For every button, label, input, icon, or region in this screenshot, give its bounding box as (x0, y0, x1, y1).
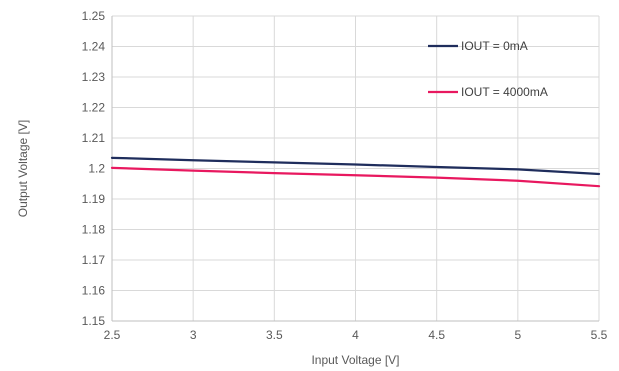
x-tick-label: 2.5 (104, 328, 121, 342)
series-lines (110, 156, 601, 188)
y-axis-title: Output Voltage [V] (16, 120, 30, 217)
series-line-1 (110, 156, 601, 176)
x-tick-label: 4 (352, 328, 359, 342)
series-line-2 (110, 166, 601, 188)
legend-label-1: IOUT = 0mA (461, 39, 528, 53)
y-tick-label: 1.2 (88, 162, 105, 176)
y-tick-label: 1.17 (82, 253, 106, 267)
y-tick-label: 1.25 (82, 9, 106, 23)
y-tick-label: 1.15 (82, 314, 106, 328)
y-tick-label: 1.19 (82, 192, 106, 206)
x-tick-label: 5 (514, 328, 521, 342)
grid (112, 15, 600, 321)
x-tick-label: 4.5 (428, 328, 445, 342)
x-axis-title: Input Voltage [V] (311, 353, 399, 367)
y-tick-label: 1.24 (82, 40, 106, 54)
y-tick-label: 1.21 (82, 131, 106, 145)
y-tick-label: 1.18 (82, 223, 106, 237)
y-tick-label: 1.23 (82, 70, 106, 84)
x-tick-labels: 2.5 3 3.5 4 4.5 5 5.5 (104, 328, 608, 342)
x-tick-label: 3 (190, 328, 197, 342)
legend: IOUT = 0mA IOUT = 4000mA (428, 39, 548, 99)
x-tick-label: 5.5 (591, 328, 608, 342)
y-tick-labels: 1.15 1.16 1.17 1.18 1.19 1.2 1.21 1.22 1.23 1.24 1… (82, 9, 106, 328)
x-tick-label: 3.5 (266, 328, 283, 342)
y-tick-label: 1.16 (82, 284, 106, 298)
legend-label-2: IOUT = 4000mA (461, 85, 548, 99)
y-tick-label: 1.22 (82, 101, 106, 115)
